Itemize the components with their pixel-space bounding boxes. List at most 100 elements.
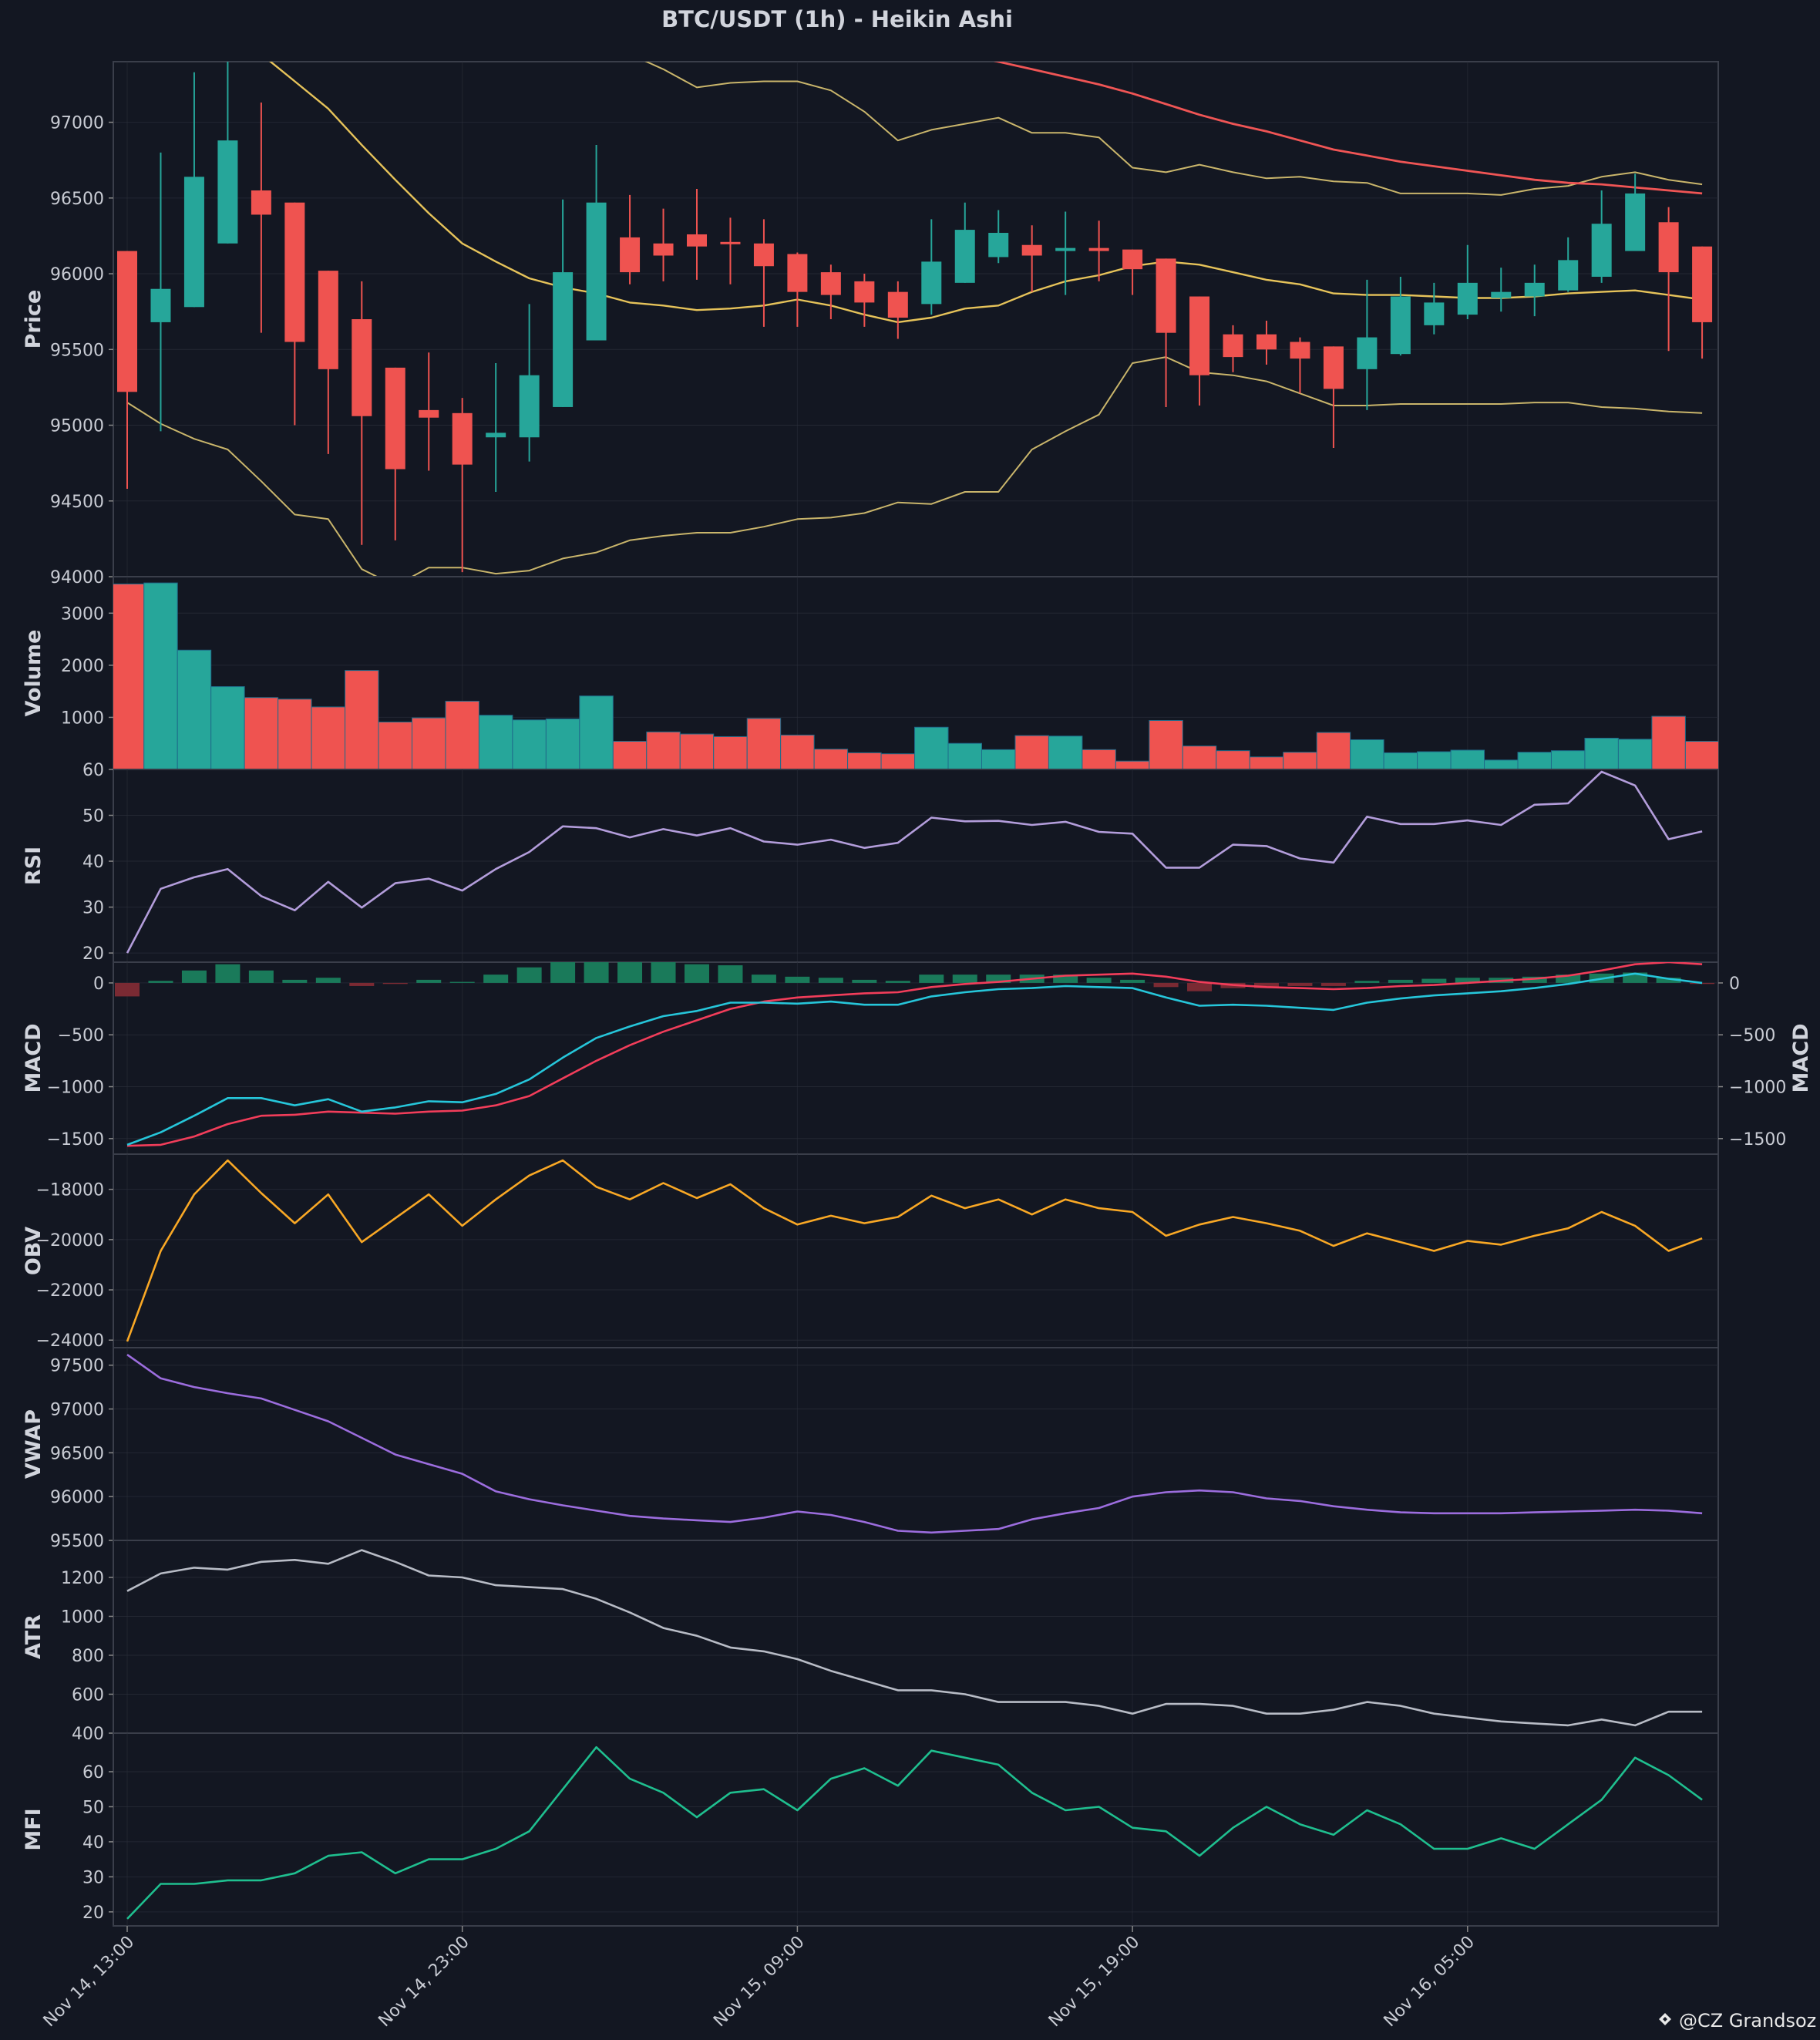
- volume-bar: [311, 706, 346, 769]
- rsi-tick-label: 40: [82, 853, 104, 872]
- candle-body: [887, 291, 908, 318]
- candle-body: [1256, 334, 1277, 350]
- macd-histogram-bar: [483, 975, 509, 983]
- macd-histogram-bar: [1354, 981, 1380, 983]
- atr-tick-label: 600: [72, 1685, 104, 1705]
- volume-bar: [1048, 736, 1083, 769]
- candle-body: [586, 202, 607, 341]
- macd-tick-label: −1500: [47, 1130, 104, 1150]
- macd-histogram-bar: [684, 964, 709, 983]
- candle-body: [921, 261, 942, 305]
- chart-title: BTC/USDT (1h) - Heikin Ashi: [661, 6, 1013, 32]
- volume-bar: [1014, 735, 1049, 769]
- macd-histogram-bar: [584, 962, 609, 983]
- obv-tick-label: −20000: [36, 1231, 104, 1251]
- volume-bar: [612, 741, 648, 769]
- macd-histogram-bar: [449, 981, 475, 983]
- volume-bar: [113, 583, 145, 769]
- volume-bar: [378, 722, 412, 769]
- macd-histogram-bar: [952, 975, 977, 983]
- candle-body: [1323, 346, 1344, 389]
- candle-body: [419, 409, 439, 418]
- macd-histogram-bar: [1388, 979, 1413, 983]
- vwap-tick-label: 96000: [50, 1488, 104, 1507]
- macd-right-tick-label: 0: [1729, 975, 1740, 994]
- mfi-tick-label: 50: [82, 1798, 104, 1817]
- volume-bar: [1082, 749, 1116, 769]
- atr-axis-label: ATR: [22, 1614, 45, 1659]
- price-tick-label: 95000: [50, 417, 104, 436]
- panel-vwap: 95500 96000 96500 97000 97500 VWAP: [22, 1347, 1719, 1551]
- macd-histogram-bar: [986, 975, 1011, 983]
- macd-histogram-bar: [1053, 975, 1078, 983]
- macd-histogram-bar: [1153, 982, 1179, 988]
- macd-histogram-bar: [919, 975, 944, 983]
- macd-histogram-bar: [315, 978, 341, 983]
- candle-body: [1021, 244, 1042, 256]
- price-tick-label: 96000: [50, 265, 104, 284]
- macd-axis-label: MACD: [22, 1024, 45, 1093]
- candle-body: [620, 237, 641, 273]
- candle-body: [1457, 282, 1478, 315]
- obv-tick-label: −22000: [36, 1281, 104, 1301]
- volume-bar: [813, 749, 849, 769]
- volume-bar: [646, 731, 681, 769]
- candle-body: [352, 319, 372, 416]
- volume-bar: [1383, 752, 1418, 769]
- volume-bar: [947, 742, 982, 769]
- watermark-text: @CZ Grandsoz: [1679, 2010, 1816, 2032]
- volume-bar: [411, 717, 446, 769]
- macd-tick-label: −1000: [47, 1079, 104, 1098]
- vwap-tick-label: 95500: [50, 1532, 104, 1551]
- atr-data: [126, 1549, 1703, 1727]
- macd-histogram-bar: [1556, 975, 1581, 983]
- obv-axis-label: OBV: [22, 1227, 45, 1275]
- macd-histogram-bar: [148, 981, 173, 983]
- macd-right-tick-label: −1500: [1729, 1130, 1786, 1150]
- candle-body: [117, 251, 137, 392]
- macd-histogram-bar: [416, 979, 442, 983]
- atr-line: [126, 1549, 1703, 1727]
- candle-body: [385, 367, 405, 470]
- candle-body: [553, 272, 574, 407]
- mfi-line: [126, 1745, 1703, 1920]
- price-data: [117, 62, 1713, 577]
- macd-histogram-bar: [181, 970, 207, 983]
- volume-bar: [244, 697, 279, 769]
- volume-bar: [880, 753, 916, 769]
- candle-body: [1524, 282, 1545, 297]
- volume-bar: [1684, 741, 1718, 769]
- candle-body: [1122, 249, 1143, 270]
- volume-bar: [1316, 732, 1351, 769]
- volume-bar: [579, 695, 614, 769]
- candle-body: [720, 241, 741, 244]
- macd-histogram-bar: [1455, 978, 1480, 983]
- candle-body: [1558, 260, 1579, 291]
- candle-body: [1357, 337, 1378, 369]
- candle-body: [1491, 291, 1512, 298]
- macd-histogram-bar: [852, 979, 877, 983]
- candle-body: [653, 243, 674, 256]
- panel-atr: 400 600 800 1000 1200 ATR: [22, 1540, 1719, 1744]
- candle-body: [150, 288, 171, 322]
- candle-body: [1156, 258, 1176, 333]
- price-axis-label: Price: [22, 290, 45, 349]
- volume-bar: [713, 736, 748, 769]
- volume-bar: [545, 718, 580, 769]
- mfi-tick-label: 60: [82, 1763, 104, 1782]
- candle-body: [318, 271, 338, 369]
- volume-bar: [981, 749, 1016, 769]
- macd-histogram-bar: [550, 962, 576, 983]
- atr-tick-label: 400: [72, 1725, 104, 1744]
- volume-bar: [1149, 719, 1183, 769]
- macd-histogram-bar: [248, 970, 274, 983]
- atr-tick-label: 800: [72, 1647, 104, 1666]
- macd-histogram-bar: [1120, 979, 1145, 983]
- macd-histogram-bar: [1421, 978, 1447, 983]
- candle-body: [1290, 342, 1310, 359]
- macd-histogram-bar: [617, 962, 643, 983]
- vwap-data: [126, 1354, 1703, 1534]
- macd-tick-label: −500: [58, 1026, 104, 1045]
- volume-axis-label: Volume: [22, 630, 45, 717]
